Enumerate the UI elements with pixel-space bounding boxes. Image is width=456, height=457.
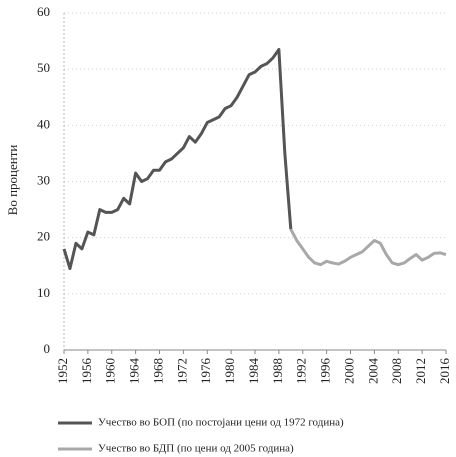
x-tick-label: 1980	[222, 358, 237, 384]
y-tick-label: 40	[37, 116, 50, 131]
y-tick-label: 50	[37, 60, 50, 75]
x-tick-label: 1952	[55, 358, 70, 384]
x-tick-label: 1992	[294, 358, 309, 384]
x-tick-label: 1988	[270, 358, 285, 384]
y-tick-label: 10	[37, 285, 50, 300]
x-tick-label: 1968	[150, 358, 165, 384]
x-tick-label: 2008	[389, 358, 404, 384]
y-axis-label: Во проценти	[5, 145, 20, 216]
legend-label: Учество во БОП (по постојани цени од 197…	[98, 417, 344, 429]
y-tick-label: 30	[37, 172, 50, 187]
line-series	[62, 48, 293, 271]
y-tick-label: 0	[44, 341, 51, 356]
x-tick-label: 2016	[437, 358, 452, 385]
x-tick-label: 1976	[198, 358, 213, 385]
y-tick-label: 20	[37, 229, 50, 244]
line-series	[289, 228, 447, 267]
x-tick-label: 2000	[341, 358, 356, 384]
y-tick-label: 60	[37, 4, 50, 19]
x-tick-label: 2012	[413, 358, 428, 384]
x-tick-label: 1960	[103, 358, 118, 384]
x-tick-label: 1984	[246, 358, 261, 385]
x-tick-label: 1996	[318, 358, 333, 385]
legend-label: Учество во БДП (по цени од 2005 година)	[98, 443, 294, 455]
x-tick-label: 1964	[127, 358, 142, 385]
x-tick-label: 1956	[79, 358, 94, 385]
x-tick-label: 1972	[174, 358, 189, 384]
x-tick-label: 2004	[365, 358, 380, 385]
